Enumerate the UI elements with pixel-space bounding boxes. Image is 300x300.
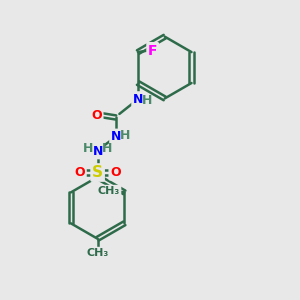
Text: CH₃: CH₃ [86, 248, 109, 258]
Text: H: H [120, 129, 130, 142]
Text: O: O [75, 166, 85, 179]
Text: H: H [102, 142, 112, 155]
Text: H: H [142, 94, 153, 107]
Text: S: S [92, 165, 103, 180]
Text: F: F [148, 44, 158, 58]
Text: O: O [92, 109, 102, 122]
Text: N: N [111, 130, 121, 143]
Text: CH₃: CH₃ [98, 186, 120, 196]
Text: N: N [133, 93, 143, 106]
Text: N: N [92, 145, 103, 158]
Text: O: O [110, 166, 121, 179]
Text: H: H [83, 142, 93, 155]
